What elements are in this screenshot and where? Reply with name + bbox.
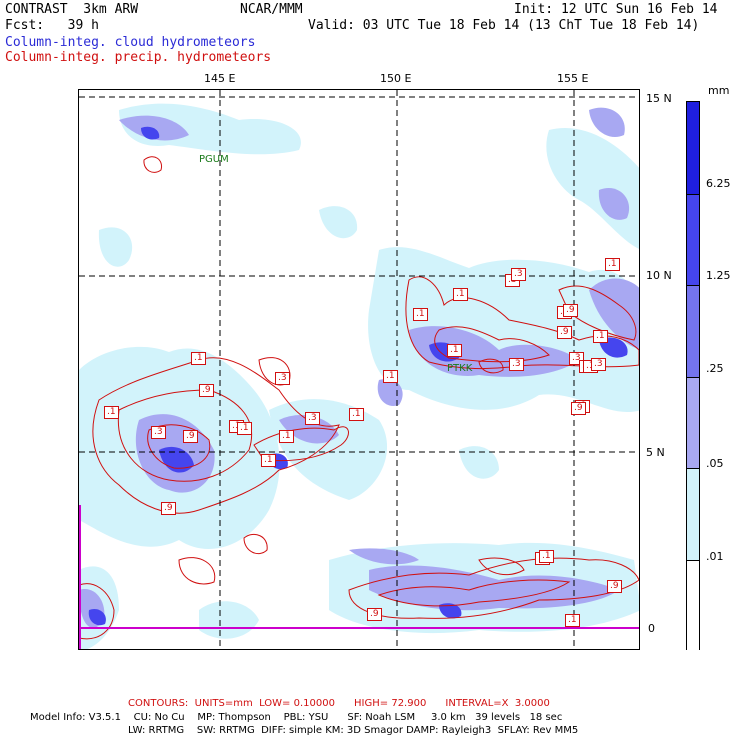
contour-value-label: .3 [305,412,320,425]
precip-field-label: Column-integ. precip. hydrometeors [5,50,272,65]
contour-value-label: .1 [593,330,608,343]
domain-boundary [79,505,639,649]
contour-value-label: .1 [237,422,252,435]
contour-value-label: .3 [151,426,166,439]
colorbar-tick-1-25: 1.25 [706,269,731,282]
contour-value-label: .3 [591,358,606,371]
colorbar-tick-0-01: .01 [706,550,724,563]
colorbar-segment [687,468,699,560]
model-info-line1: Model Info: V3.5.1 CU: No Cu MP: Thompso… [30,712,563,723]
station-label-ptkk: PTKK [447,363,473,374]
model-info-line2: LW: RRTMG SW: RRTMG DIFF: simple KM: 3D … [128,725,579,736]
contour-value-label: .3 [509,358,524,371]
contour-value-label: .9 [161,502,176,515]
map-canvas [79,90,639,649]
lon-label-145: 145 E [204,72,236,85]
contour-value-label: .1 [605,258,620,271]
contour-value-label: .9 [557,326,572,339]
cloud-field-label: Column-integ. cloud hydrometeors [5,35,256,50]
colorbar-units: mm [708,84,730,97]
contour-value-label: .1 [261,454,276,467]
lat-label-15n: 15 N [646,92,672,105]
precip-contours [79,156,639,640]
valid-time: Valid: 03 UTC Tue 18 Feb 14 (13 ChT Tue … [308,18,700,33]
model-title: CONTRAST 3km ARW [5,2,139,17]
contour-value-label: .3 [275,372,290,385]
contour-value-label: .1 [447,344,462,357]
contour-value-label: .3 [511,268,526,281]
colorbar-segment [687,559,699,651]
colorbar-tick-6-25: 6.25 [706,177,731,190]
lat-label-equator: 0 [648,622,655,635]
contour-info: CONTOURS: UNITS=mm LOW= 0.10000 HIGH= 72… [128,698,550,709]
lat-label-5n: 5 N [646,446,665,459]
organization-label: NCAR/MMM [240,2,303,17]
init-time: Init: 12 UTC Sun 16 Feb 14 [514,2,718,17]
colorbar-tick-0-05: .05 [706,457,724,470]
contour-value-label: .9 [183,430,198,443]
station-label-pgum: PGUM [199,154,229,165]
contour-value-label: .1 [279,430,294,443]
colorbar-segment [687,102,699,194]
contour-value-label: .1 [191,352,206,365]
contour-value-label: .9 [607,580,622,593]
contour-value-label: .9 [199,384,214,397]
contour-value-label: .9 [571,402,586,415]
forecast-hour: Fcst: 39 h [5,18,99,33]
lon-label-155: 155 E [557,72,589,85]
colorbar-tick-0-25: .25 [706,362,724,375]
contour-value-label: .9 [367,608,382,621]
lat-label-10n: 10 N [646,269,672,282]
cloud-shading-medium [79,107,639,628]
contour-value-label: .9 [563,304,578,317]
contour-value-label: .1 [453,288,468,301]
colorbar-segment [687,193,699,285]
contour-value-label: .1 [539,550,554,563]
cloud-shading-light [79,103,639,649]
contour-value-label: .1 [104,406,119,419]
contour-value-label: .1 [565,614,580,627]
contour-value-label: .1 [383,370,398,383]
colorbar-segment [687,285,699,377]
lon-label-150: 150 E [380,72,412,85]
colorbar [686,101,700,651]
contour-value-label: .1 [349,408,364,421]
map-panel: PGUM PTKK .1.9.3.1.1.3.1.9.1.3.1.9.1.1.1… [78,89,640,650]
contour-value-label: .1 [413,308,428,321]
colorbar-segment [687,376,699,468]
